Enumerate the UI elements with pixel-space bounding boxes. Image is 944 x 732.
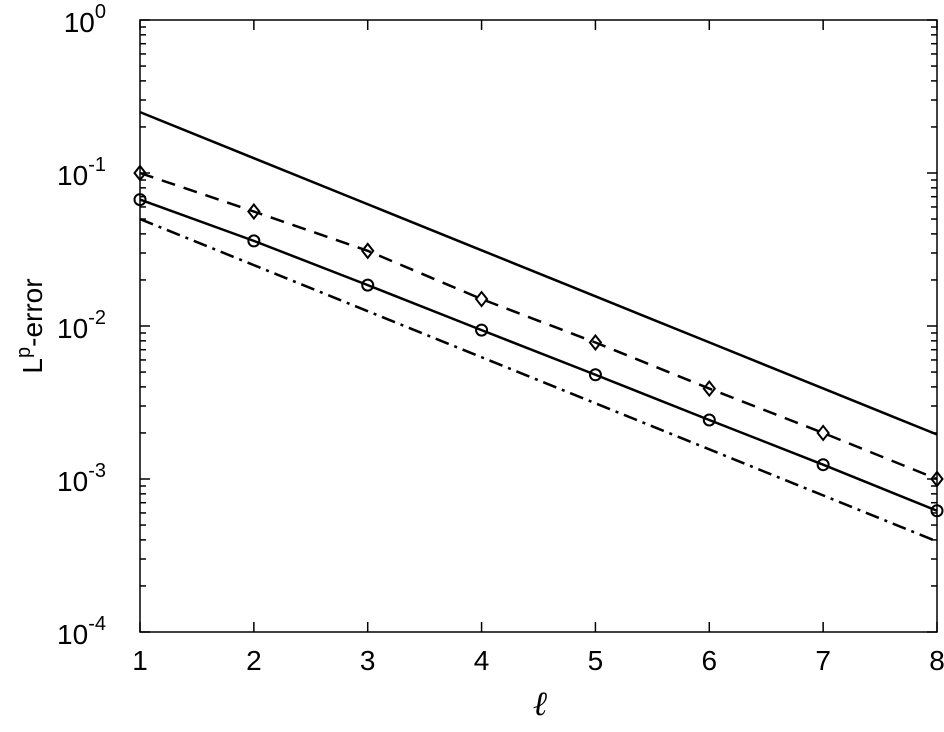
y-tick-exponent: -1 <box>88 154 106 176</box>
marker-diamond <box>133 164 147 182</box>
x-tick-label: 2 <box>246 645 262 676</box>
marker-circle <box>930 504 944 518</box>
y-tick-exponent: -2 <box>88 307 106 329</box>
x-axis-label: ℓ <box>533 686 547 723</box>
x-tick-label: 3 <box>360 645 376 676</box>
y-axis-label-suffix: -error <box>17 278 48 346</box>
y-axis-label: Lp-error <box>13 278 48 373</box>
marker-diamond <box>816 424 830 442</box>
y-axis-label-base: L <box>17 358 48 374</box>
y-tick-label: 10-3 <box>57 460 106 497</box>
y-tick-label: 10-4 <box>57 613 106 650</box>
x-tick-label: 1 <box>132 645 148 676</box>
x-tick-label: 6 <box>701 645 717 676</box>
marker-circle <box>247 234 261 248</box>
series-line <box>139 110 938 436</box>
y-tick-label: 100 <box>64 1 106 38</box>
marker-circle <box>133 193 147 207</box>
series-line <box>139 198 938 512</box>
x-tick-label: 8 <box>929 645 944 676</box>
x-tick-label: 5 <box>588 645 604 676</box>
marker-circle <box>588 368 602 382</box>
y-tick-label: 10-1 <box>57 154 106 191</box>
plot-frame <box>139 19 938 633</box>
y-tick-base: 10 <box>57 313 88 344</box>
y-tick-exponent: 0 <box>95 1 106 23</box>
y-tick-base: 10 <box>57 160 88 191</box>
marker-circle <box>361 278 375 292</box>
marker-diamond <box>588 333 603 352</box>
y-tick-base: 10 <box>57 466 88 497</box>
marker-diamond <box>702 379 717 398</box>
series-line <box>139 217 938 543</box>
marker-circle <box>475 323 489 337</box>
y-tick-exponent: -4 <box>88 613 106 635</box>
y-tick-base: 10 <box>57 619 88 650</box>
marker-diamond <box>474 290 489 308</box>
series-line <box>139 171 938 481</box>
marker-circle <box>702 413 716 427</box>
x-tick-label: 4 <box>474 645 490 676</box>
y-tick-base: 10 <box>64 7 95 38</box>
marker-diamond <box>360 242 375 260</box>
y-tick-exponent: -3 <box>88 460 106 482</box>
marker-diamond <box>247 202 261 221</box>
y-tick-label: 10-2 <box>57 307 106 344</box>
marker-diamond <box>930 470 944 488</box>
marker-circle <box>816 458 830 472</box>
y-axis-label-sup: p <box>13 347 35 358</box>
x-tick-label: 7 <box>815 645 831 676</box>
